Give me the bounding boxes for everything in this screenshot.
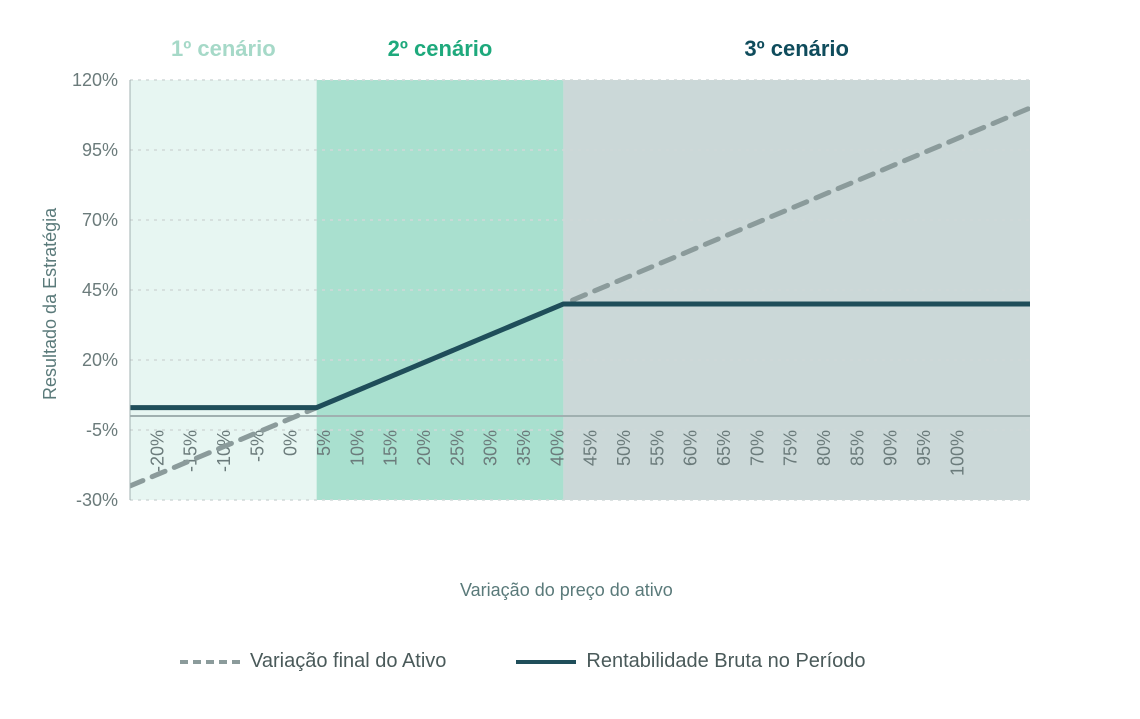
legend-item-rentabilidade: Rentabilidade Bruta no Período: [516, 650, 865, 673]
legend: Variação final do Ativo Rentabilidade Br…: [180, 650, 866, 673]
strategy-chart: -30%-5%20%45%70%95%120%-20%-15%-10%-5%0%…: [0, 0, 1140, 714]
x-tick-label: 80%: [814, 430, 834, 466]
x-tick-label: 35%: [514, 430, 534, 466]
y-tick-label: -30%: [76, 490, 118, 510]
x-tick-label: 20%: [414, 430, 434, 466]
legend-label: Rentabilidade Bruta no Período: [586, 650, 865, 673]
scenario-label: 3º cenário: [744, 36, 849, 61]
x-tick-label: 65%: [714, 430, 734, 466]
x-tick-label: 15%: [381, 430, 401, 466]
y-tick-label: 20%: [82, 350, 118, 370]
x-tick-label: -20%: [147, 430, 167, 472]
x-tick-label: 75%: [781, 430, 801, 466]
y-axis-title: Resultado da Estratégia: [40, 208, 61, 400]
y-tick-label: 95%: [82, 140, 118, 160]
x-tick-label: 30%: [481, 430, 501, 466]
scenario-label: 2º cenário: [388, 36, 493, 61]
x-tick-label: 45%: [581, 430, 601, 466]
x-tick-label: 40%: [547, 430, 567, 466]
y-tick-label: -5%: [86, 420, 118, 440]
x-tick-label: 70%: [747, 430, 767, 466]
x-tick-label: 85%: [847, 430, 867, 466]
chart-container: -30%-5%20%45%70%95%120%-20%-15%-10%-5%0%…: [0, 0, 1140, 714]
y-tick-label: 45%: [82, 280, 118, 300]
solid-swatch-icon: [516, 660, 576, 664]
x-tick-label: 90%: [881, 430, 901, 466]
x-axis-title: Variação do preço do ativo: [460, 580, 673, 601]
scenario-label: 1º cenário: [171, 36, 276, 61]
x-tick-label: 100%: [947, 430, 967, 476]
x-tick-label: 60%: [681, 430, 701, 466]
legend-label: Variação final do Ativo: [250, 650, 446, 673]
x-tick-label: 5%: [314, 430, 334, 456]
x-tick-label: 50%: [614, 430, 634, 466]
legend-item-variacao: Variação final do Ativo: [180, 650, 446, 673]
dash-swatch-icon: [180, 660, 240, 664]
y-tick-label: 70%: [82, 210, 118, 230]
x-tick-label: 95%: [914, 430, 934, 466]
x-tick-label: -10%: [214, 430, 234, 472]
x-tick-label: 25%: [447, 430, 467, 466]
x-tick-label: 55%: [647, 430, 667, 466]
x-tick-label: 0%: [281, 430, 301, 456]
x-tick-label: 10%: [347, 430, 367, 466]
y-tick-label: 120%: [72, 70, 118, 90]
